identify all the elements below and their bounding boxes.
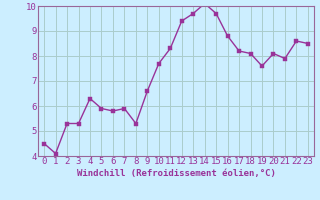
X-axis label: Windchill (Refroidissement éolien,°C): Windchill (Refroidissement éolien,°C)	[76, 169, 276, 178]
